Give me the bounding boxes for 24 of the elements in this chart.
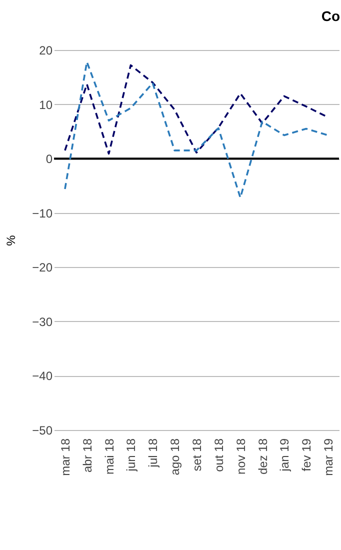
x-tick-label: ago 18 [168,438,182,476]
y-tick-label: −40 [32,369,53,384]
y-tick-label: −10 [32,206,53,220]
y-tick-label: −50 [32,424,53,438]
y-tick-label: 10 [39,98,53,112]
x-tick-label: fev 19 [300,438,314,472]
x-tick-label: dez 18 [256,438,270,475]
x-tick-label: mai 18 [102,438,116,475]
y-tick-label: 0 [46,152,53,166]
x-tick-label: abr 18 [80,438,94,473]
line-series [64,61,329,199]
x-tick-label: set 18 [190,438,204,472]
x-tick-label: mar 19 [322,438,336,476]
y-tick-label: 20 [39,44,53,58]
x-tick-label: mar 18 [58,438,72,476]
x-tick-label: nov 18 [234,438,248,475]
y-tick-label: −20 [32,260,53,275]
x-tick-label: out 18 [212,438,226,472]
y-tick-label: −30 [32,314,53,329]
x-tick-label: jun 18 [124,438,138,472]
x-tick-label: jul 18 [146,438,160,468]
x-tick-label: jan 19 [278,438,292,472]
chart-title: Co [321,8,340,24]
y-axis-title: % [4,234,18,246]
